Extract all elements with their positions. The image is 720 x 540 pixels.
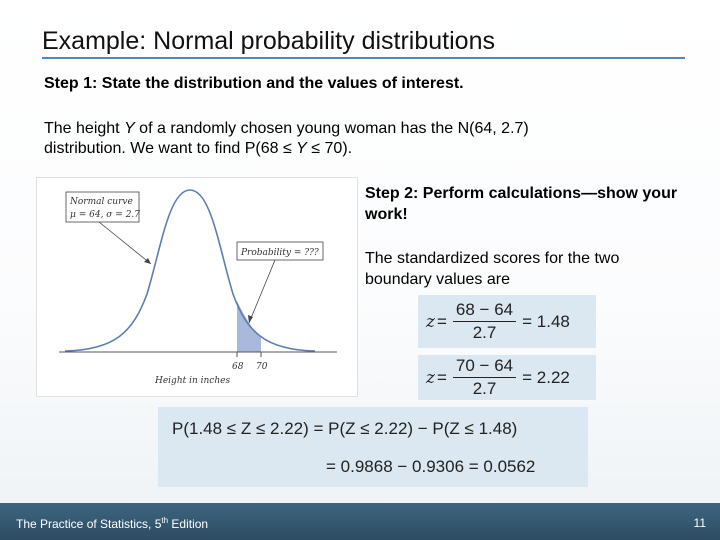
curve-label-arrowhead [144,258,151,264]
normal-curve-figure: 68 70 Height in inches Normal curve μ = … [36,177,358,397]
eq1-numerator: 68 − 64 [452,300,517,322]
eq1-var: z [426,311,435,332]
step2-heading: Step 2: Perform calculations—show your w… [365,185,678,223]
probability-calculation: P(1.48 ≤ Z ≤ 2.22) = P(Z ≤ 2.22) − P(Z ≤… [158,407,588,487]
normal-curve-svg: 68 70 Height in inches Normal curve μ = … [59,189,337,386]
probability-line2: = 0.9868 − 0.9306 = 0.0562 [326,457,536,476]
eq2-fraction: 70 − 64 2.7 [452,356,517,399]
footer-bar: The Practice of Statistics, 5th Edition … [0,503,720,540]
step1-heading: Step 1: State the distribution and the v… [44,75,464,92]
para1-suffix: ≤ 70). [306,140,353,157]
para1-var2: Y [296,140,307,157]
shaded-probability-region [237,301,261,352]
axis-label: Height in inches [154,376,230,386]
normal-curve [64,189,316,352]
curve-label-arrow [98,221,152,265]
tick-68-label: 68 [232,362,244,372]
para1-mid: of a randomly chosen young woman has the… [44,120,529,157]
z-score-equation-70: z = 70 − 64 2.7 = 2.22 [418,355,596,400]
probability-label-box [236,241,324,261]
eq2-denominator: 2.7 [472,379,497,398]
curve-label-line2: μ = 64, σ = 2.7 [70,210,140,220]
probability-arrowhead [248,315,253,323]
eq2-equals: = [436,367,447,387]
page-number: 11 [693,516,706,530]
slide-title: Example: Normal probability distribution… [42,27,495,55]
step2-text: The standardized scores for the two boun… [365,250,620,288]
para1-var: Y [124,120,135,137]
probability-label: Probability = ??? [240,248,319,258]
curve-label-line1: Normal curve [69,197,133,207]
eq1-fraction: 68 − 64 2.7 [452,300,517,343]
eq2-result: = 2.22 [522,367,570,387]
z-score-equation-68: z = 68 − 64 2.7 = 1.48 [418,295,596,348]
footer-book-sup: th [161,516,169,525]
eq1-result: = 1.48 [522,311,570,331]
para1-prefix: The height [44,120,125,137]
probability-line1: P(1.48 ≤ Z ≤ 2.22) = P(Z ≤ 2.22) − P(Z ≤… [172,419,518,438]
curve-label-box [65,191,140,223]
footer-book-title: The Practice of Statistics, 5th Edition [16,516,208,531]
eq1-equals: = [436,311,447,331]
eq2-numerator: 70 − 64 [452,356,517,378]
footer-book-prefix: The Practice of Statistics, 5 [16,517,162,531]
footer-book-suffix: Edition [168,517,209,531]
probability-arrow [248,259,276,324]
tick-70-label: 70 [256,362,268,372]
eq2-var: z [426,367,435,388]
eq1-denominator: 2.7 [472,323,497,342]
title-underline [42,57,685,59]
problem-statement: The height Y of a randomly chosen young … [44,119,564,159]
